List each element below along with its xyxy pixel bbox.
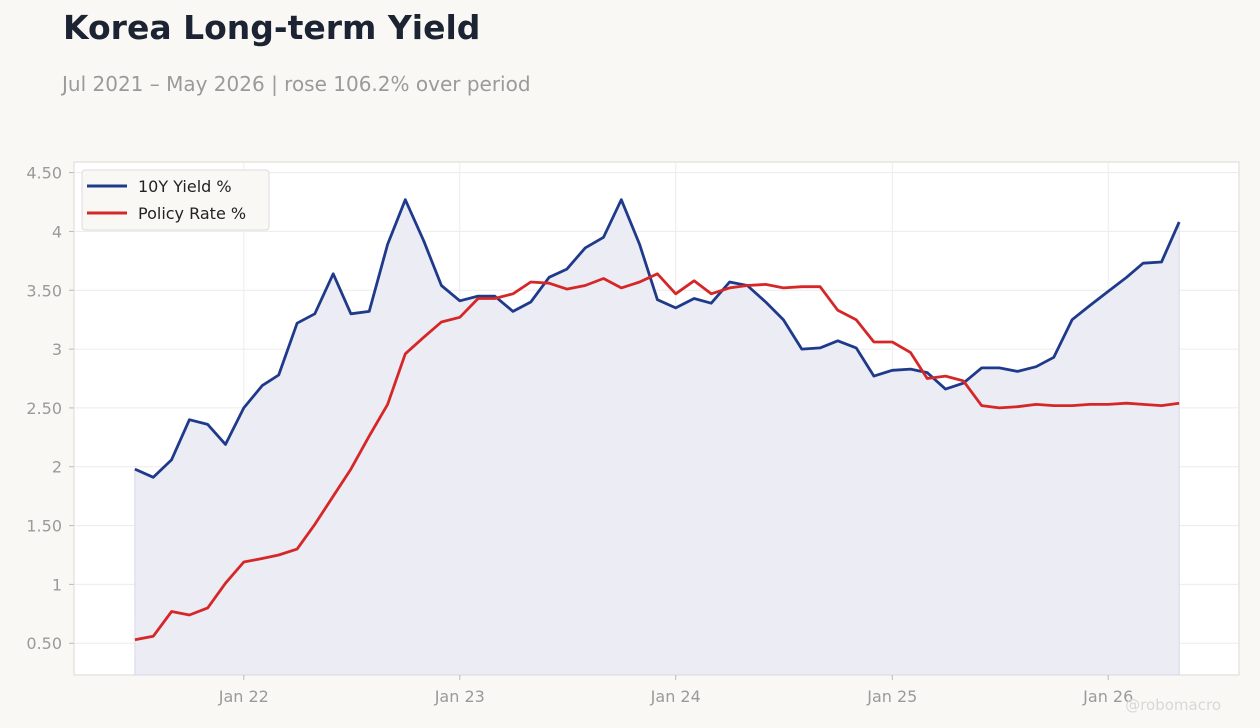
series-lines — [134, 198, 1181, 642]
x-tick-label: Jan 24 — [650, 687, 701, 706]
y-tick-label: 1.50 — [26, 517, 62, 536]
y-tick-label: 4 — [52, 222, 62, 241]
chart-title: Korea Long-term Yield — [63, 8, 481, 47]
series-1 — [134, 272, 1180, 642]
x-tick-label: Jan 25 — [866, 687, 917, 706]
y-tick-label: 4.50 — [26, 164, 62, 183]
series-0 — [134, 198, 1181, 479]
y-tick-label: 3.50 — [26, 281, 62, 300]
y-tick-label: 1 — [52, 575, 62, 594]
x-axis: Jan 22 Jan 23 Jan 24 Jan 25 Jan 26 — [218, 675, 1133, 706]
watermark: @robomacro — [1125, 696, 1221, 714]
x-tick-label: Jan 23 — [434, 687, 485, 706]
legend: 10Y Yield % Policy Rate % — [81, 169, 270, 231]
y-tick-label: 2.50 — [26, 399, 62, 418]
x-tick-label: Jan 22 — [218, 687, 269, 706]
x-tick-label: Jan 26 — [1082, 687, 1133, 706]
legend-label: Policy Rate % — [138, 204, 246, 223]
y-tick-label: 3 — [52, 340, 62, 359]
legend-label: 10Y Yield % — [138, 177, 232, 196]
chart-subtitle: Jul 2021 – May 2026 | rose 106.2% over p… — [62, 72, 531, 96]
y-tick-label: 2 — [52, 458, 62, 477]
y-tick-label: 0.50 — [26, 634, 62, 653]
y-axis: 0.50 1 1.50 2 2.50 3 3.50 4 4.50 — [26, 164, 74, 653]
legend-box — [81, 169, 270, 231]
